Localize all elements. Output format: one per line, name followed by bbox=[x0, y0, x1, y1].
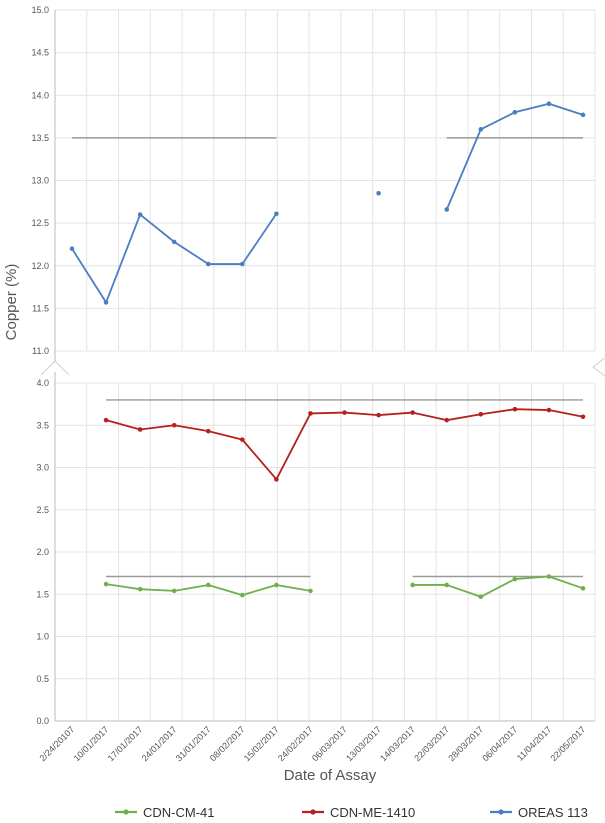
data-point bbox=[444, 207, 450, 212]
x-tick-label: 28/03/2017 bbox=[446, 724, 485, 763]
data-point bbox=[171, 422, 177, 428]
series-line bbox=[445, 102, 584, 210]
upper-y-tick-label: 13.0 bbox=[31, 176, 49, 186]
data-point bbox=[342, 410, 347, 415]
upper-y-tick-label: 13.5 bbox=[31, 133, 49, 143]
upper-y-tick-label: 15.0 bbox=[31, 5, 49, 15]
data-point bbox=[274, 477, 279, 482]
series-cdn-cm-41 bbox=[103, 574, 586, 600]
series-oreas-113 bbox=[69, 101, 586, 305]
data-point bbox=[478, 594, 484, 600]
data-point bbox=[512, 576, 518, 582]
data-series bbox=[69, 101, 586, 600]
data-point bbox=[103, 300, 109, 305]
x-tick-label: 06/04/2017 bbox=[480, 724, 519, 763]
x-tick-label: 17/01/2017 bbox=[106, 724, 145, 763]
data-point bbox=[410, 410, 415, 415]
data-point bbox=[240, 592, 245, 598]
x-tick-label: 24/02/2017 bbox=[276, 724, 315, 763]
legend-label: OREAS 113 bbox=[518, 805, 588, 820]
data-point bbox=[546, 574, 552, 579]
lower-y-tick-label: 4.0 bbox=[36, 378, 49, 388]
lower-y-tick-label: 3.0 bbox=[36, 463, 49, 473]
upper-y-tick-label: 11.0 bbox=[32, 346, 49, 356]
legend-swatch-marker bbox=[498, 809, 504, 815]
y-axis-title: Copper (%) bbox=[3, 264, 20, 341]
data-point bbox=[205, 582, 211, 588]
upper-y-tick-label: 12.5 bbox=[31, 218, 49, 228]
data-point bbox=[376, 412, 381, 418]
data-point bbox=[478, 411, 484, 417]
legend-label: CDN-ME-1410 bbox=[330, 805, 415, 820]
axes bbox=[40, 10, 605, 722]
reference-lines bbox=[72, 137, 583, 578]
x-tick-label: 31/01/2017 bbox=[174, 724, 213, 763]
data-point bbox=[240, 261, 245, 267]
x-tick-label: 14/03/2017 bbox=[378, 724, 417, 763]
x-tick-label: 2/24/20107 bbox=[37, 724, 76, 763]
legend-swatch-marker bbox=[310, 809, 316, 815]
x-axis-title: Date of Assay bbox=[284, 767, 377, 784]
upper-y-tick-label: 14.5 bbox=[31, 48, 49, 58]
data-point bbox=[240, 437, 245, 442]
x-tick-label: 22/05/2017 bbox=[548, 724, 587, 763]
data-point bbox=[308, 411, 313, 416]
x-tick-label: 15/02/2017 bbox=[242, 724, 281, 763]
grid-lines bbox=[54, 9, 596, 722]
lower-y-tick-label: 1.5 bbox=[36, 589, 49, 599]
data-point bbox=[137, 427, 143, 432]
legend-label: CDN-CM-41 bbox=[143, 805, 215, 820]
upper-y-tick-label: 14.0 bbox=[31, 90, 49, 100]
data-point bbox=[103, 581, 109, 587]
x-tick-label: 22/03/2017 bbox=[412, 724, 451, 763]
data-point bbox=[512, 110, 518, 115]
x-tick-label: 08/02/2017 bbox=[208, 724, 247, 763]
lower-y-tick-label: 2.0 bbox=[36, 547, 49, 557]
data-point bbox=[512, 406, 518, 412]
series-line bbox=[105, 408, 584, 481]
data-point bbox=[546, 101, 552, 107]
data-point bbox=[171, 588, 177, 594]
data-point bbox=[580, 414, 586, 420]
data-point bbox=[137, 586, 143, 592]
data-point bbox=[308, 588, 313, 594]
upper-y-tick-label: 12.0 bbox=[31, 261, 49, 271]
data-point bbox=[137, 212, 143, 217]
data-point bbox=[546, 407, 552, 413]
legend-swatch-marker bbox=[123, 809, 129, 815]
data-point bbox=[205, 428, 211, 434]
data-point bbox=[274, 211, 279, 217]
data-point bbox=[444, 417, 450, 423]
data-point bbox=[69, 246, 75, 251]
x-tick-label: 24/01/2017 bbox=[140, 724, 179, 763]
x-tick-label: 06/03/2017 bbox=[310, 724, 349, 763]
data-point bbox=[478, 127, 484, 132]
legend: CDN-CM-41 CDN-ME-1410 OREAS 113 bbox=[115, 805, 588, 820]
data-point bbox=[205, 261, 211, 267]
lower-y-tick-label: 3.5 bbox=[36, 420, 49, 430]
lower-y-tick-label: 1.0 bbox=[36, 632, 49, 642]
data-point bbox=[103, 417, 109, 423]
x-tick-label: 13/03/2017 bbox=[344, 724, 383, 763]
lower-y-tick-label: 0.0 bbox=[36, 716, 49, 726]
data-point bbox=[274, 582, 279, 588]
data-point bbox=[410, 582, 415, 588]
data-point bbox=[580, 112, 586, 118]
data-point bbox=[171, 239, 177, 245]
series-cdn-me-1410 bbox=[103, 406, 586, 482]
data-point bbox=[444, 582, 450, 588]
data-point bbox=[580, 586, 586, 591]
axis-break-left bbox=[40, 360, 70, 376]
lower-y-tick-label: 2.5 bbox=[36, 505, 49, 515]
x-tick-label: 10/01/2017 bbox=[72, 724, 111, 763]
axis-break-right bbox=[592, 357, 605, 377]
data-point bbox=[376, 190, 381, 196]
series-line bbox=[412, 575, 584, 598]
x-tick-label: 11/04/2017 bbox=[515, 724, 553, 762]
upper-y-tick-label: 11.5 bbox=[32, 303, 49, 313]
lower-y-tick-label: 0.5 bbox=[36, 674, 49, 684]
